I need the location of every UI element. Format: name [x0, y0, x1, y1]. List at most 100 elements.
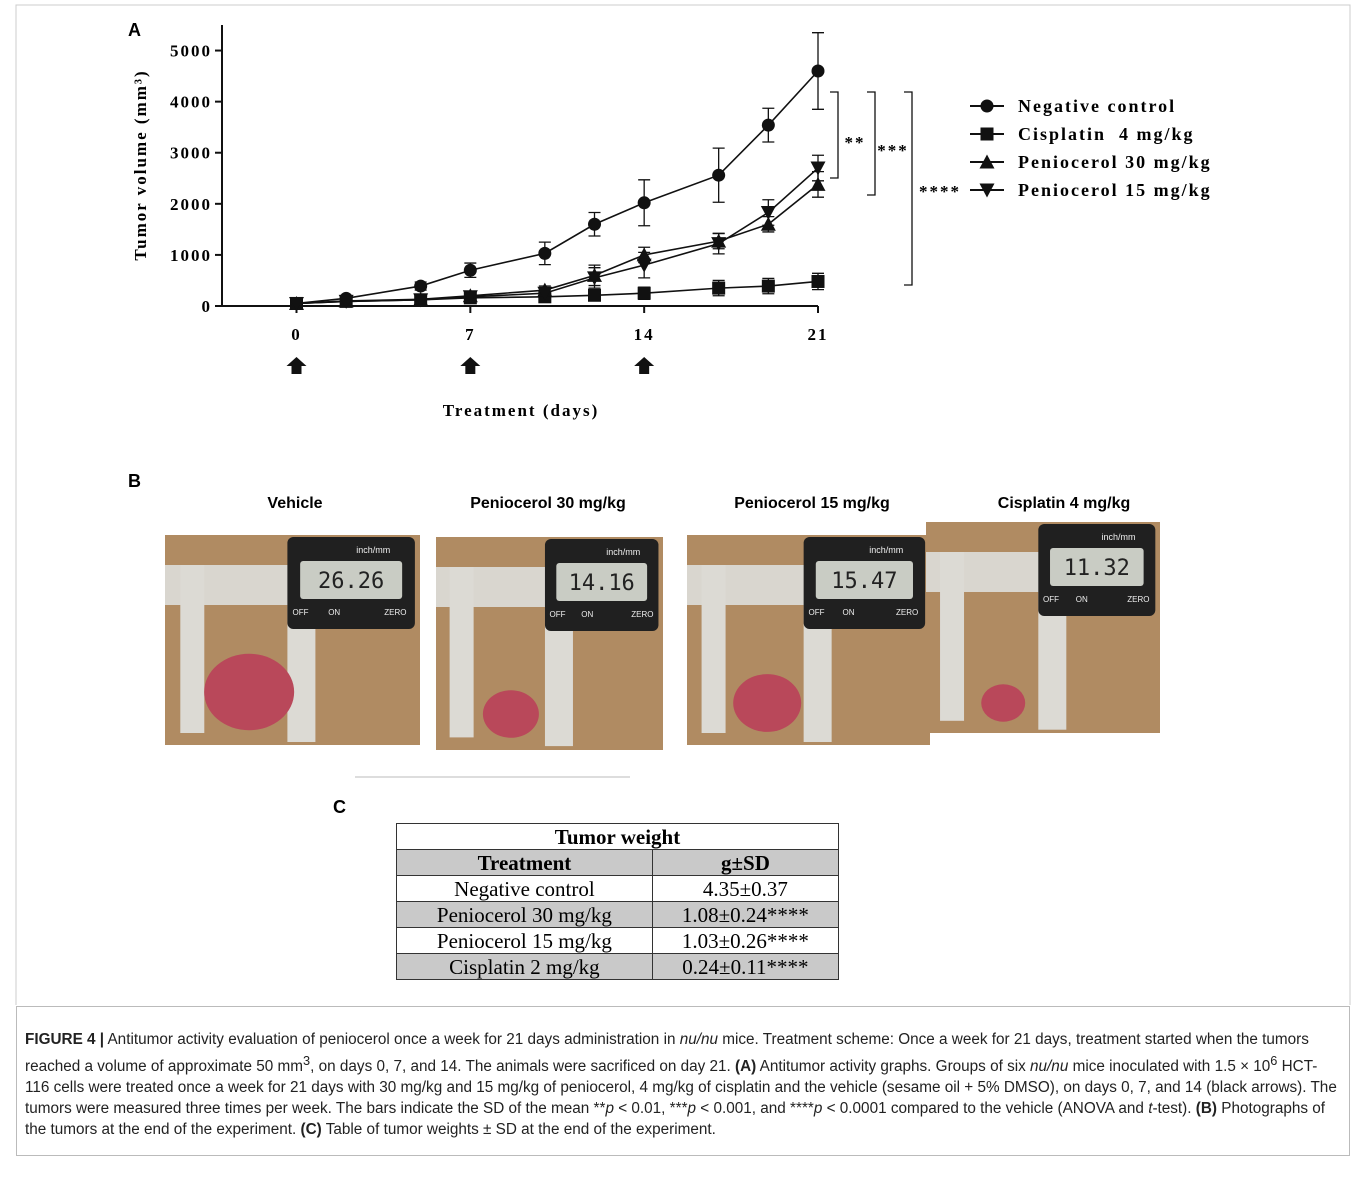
- marker: [811, 64, 825, 78]
- tumor: [482, 690, 539, 738]
- caliper-jaw: [701, 565, 726, 733]
- tumor: [204, 653, 295, 731]
- caliper-label: ZERO: [631, 610, 653, 619]
- caption-text: nu/nu: [1030, 1058, 1069, 1076]
- caliper-label: OFF: [550, 610, 566, 619]
- panel-label: A: [128, 20, 141, 40]
- figure-caption: FIGURE 4 | Antitumor activity evaluation…: [16, 1006, 1350, 1156]
- marker: [980, 99, 994, 113]
- table-cell: Peniocerol 15 mg/kg: [396, 927, 653, 954]
- tumor: [981, 684, 1026, 722]
- marker: [637, 286, 651, 300]
- treatment-arrow: [460, 357, 481, 374]
- table-cell: 0.24±0.11****: [651, 953, 840, 980]
- series-line: [296, 183, 819, 305]
- caliper-label: OFF: [293, 608, 309, 617]
- caliper-lcd: [815, 561, 913, 599]
- caption-text: , on days 0, 7, and 14. The animals were…: [310, 1058, 736, 1076]
- y-tick-label: 3000: [170, 144, 212, 163]
- marker: [588, 288, 601, 302]
- caption-text: 3: [303, 1053, 311, 1068]
- caption-text: (C): [300, 1121, 322, 1139]
- caliper-reading: 15.47: [831, 569, 897, 594]
- caliper-label: ZERO: [384, 608, 406, 617]
- marker: [463, 263, 477, 277]
- photo-title: Peniocerol 30 mg/kg: [470, 495, 626, 512]
- caption-text: < 0.001, and ****: [696, 1100, 814, 1118]
- caliper-jaw: [449, 567, 474, 738]
- marker: [712, 281, 726, 295]
- marker: [711, 237, 727, 252]
- table-title: Tumor weight: [396, 823, 839, 850]
- y-tick-label: 2000: [170, 195, 212, 214]
- tumor: [733, 674, 802, 732]
- caliper-label: ON: [328, 608, 340, 617]
- series-line: [296, 167, 819, 305]
- marker: [462, 290, 478, 305]
- marker: [810, 161, 826, 176]
- y-tick-label: 0: [202, 297, 213, 316]
- marker: [980, 127, 994, 141]
- caliper-label: inch/mm: [606, 547, 640, 557]
- caliper-reading: 26.26: [318, 569, 384, 594]
- y-tick-label: 1000: [170, 246, 212, 265]
- x-tick-label: 21: [808, 325, 829, 344]
- marker: [636, 247, 652, 262]
- caption-text: mice. Treatment scheme: Once a week for …: [25, 1031, 1309, 1076]
- marker: [413, 293, 429, 308]
- caliper-jaw: [180, 565, 205, 733]
- legend-label: Peniocerol 15 mg/kg: [1018, 180, 1212, 200]
- photo-title: Peniocerol 15 mg/kg: [734, 495, 890, 512]
- marker: [538, 246, 552, 260]
- marker: [712, 168, 726, 182]
- panel-label: B: [128, 471, 141, 491]
- treatment-arrow: [634, 357, 655, 374]
- photo-title: Cisplatin 4 mg/kg: [998, 495, 1130, 512]
- caliper-reading: 14.16: [569, 571, 635, 596]
- marker: [637, 196, 651, 210]
- series-line: [296, 70, 819, 305]
- y-tick-label: 4000: [170, 93, 212, 112]
- table-cell: 4.35±0.37: [651, 875, 840, 902]
- table-cell: Peniocerol 30 mg/kg: [396, 901, 653, 928]
- x-tick-label: 14: [634, 325, 655, 344]
- caliper-lcd: [300, 561, 403, 599]
- caption-text: -test).: [1152, 1100, 1196, 1118]
- line-chart: 0 1000 2000 3000 4000 5000 0 7 14 21 Tumor volume …: [131, 25, 1212, 420]
- photos: Vehicle 26.26 inch/mm OFF ON ZERO Peniocerol 3…: [165, 495, 1160, 750]
- caption-text: p: [813, 1100, 823, 1118]
- caliper-lcd: [1050, 548, 1144, 586]
- tumor-weight-table: Tumor weight Treatment g±SD Negative cont…: [396, 823, 840, 980]
- caption-text: Photographs of the tumors at the end of …: [25, 1100, 1326, 1139]
- y-axis-title: Tumor volume (mm³): [131, 69, 150, 260]
- table-cell: 1.03±0.26****: [651, 927, 840, 954]
- caliper-jaw: [940, 552, 965, 721]
- photo-title: Vehicle: [267, 495, 322, 512]
- significance-label: **: [845, 133, 866, 152]
- x-tick-label: 7: [465, 325, 476, 344]
- table-cell: 1.08±0.24****: [651, 901, 840, 928]
- figure: A B C 0 1000 2000 3000 4000 5000 0 7 14 21 Tumor v…: [15, 4, 1351, 1005]
- caliper-lcd: [556, 563, 648, 601]
- marker: [338, 294, 354, 309]
- legend-label: Cisplatin 4 mg/kg: [1018, 124, 1195, 144]
- caliper-label: ON: [581, 610, 593, 619]
- caption-text: < 0.01, ***: [613, 1100, 688, 1118]
- table-cell: Cisplatin 2 mg/kg: [396, 953, 653, 980]
- caliper-label: inch/mm: [869, 545, 903, 555]
- marker: [761, 118, 775, 132]
- legend-label: Negative control: [1018, 96, 1176, 116]
- caption-text: (A): [735, 1058, 757, 1076]
- marker: [636, 258, 652, 273]
- caption-text: nu/nu: [679, 1031, 719, 1048]
- marker: [811, 274, 825, 288]
- marker: [979, 154, 995, 169]
- caliper-label: inch/mm: [1102, 532, 1136, 542]
- marker: [979, 183, 995, 198]
- caliper-label: OFF: [809, 608, 825, 617]
- significance-bracket: [830, 91, 839, 179]
- caption-text: p: [687, 1100, 697, 1118]
- significance-label: ***: [877, 141, 909, 160]
- table-header: g±SD: [651, 849, 840, 876]
- marker: [414, 279, 428, 293]
